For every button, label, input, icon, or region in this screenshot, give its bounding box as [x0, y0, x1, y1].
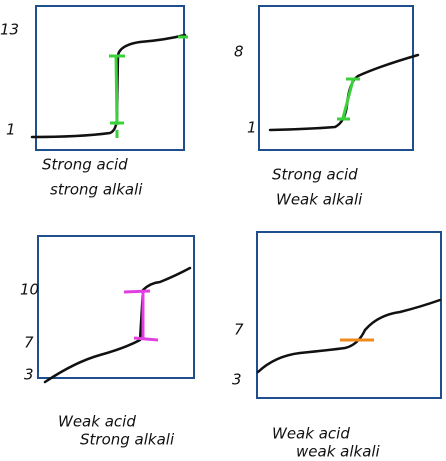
equivalence-marker [123, 289, 159, 342]
axis-label: 8 [234, 43, 244, 61]
caption: Weak acid [272, 425, 350, 443]
panel-box [35, 5, 185, 151]
caption: Weak acid [58, 413, 136, 431]
axis-label: 3 [24, 366, 34, 384]
caption: Strong alkali [80, 431, 175, 449]
caption: Strong acid [42, 156, 128, 174]
axis-label: 1 [247, 119, 257, 137]
panel-box [256, 231, 442, 399]
caption: Strong acid [272, 166, 358, 184]
titration-curve [256, 298, 442, 374]
axis-label: 3 [232, 371, 242, 389]
panel-box [37, 235, 195, 379]
equivalence-marker [109, 35, 188, 138]
equivalence-marker [337, 77, 360, 121]
titration-curve [30, 33, 187, 139]
caption: weak alkali [296, 443, 381, 461]
axis-label: 7 [234, 321, 244, 339]
axis-label: 10 [20, 281, 39, 299]
axis-label: 1 [6, 121, 16, 139]
panel-box [258, 5, 414, 151]
caption: strong alkali [50, 181, 143, 199]
caption: Weak alkali [276, 191, 363, 209]
titration-curve [43, 266, 192, 384]
axis-label: 13 [0, 21, 19, 39]
axis-label: 7 [24, 334, 34, 352]
